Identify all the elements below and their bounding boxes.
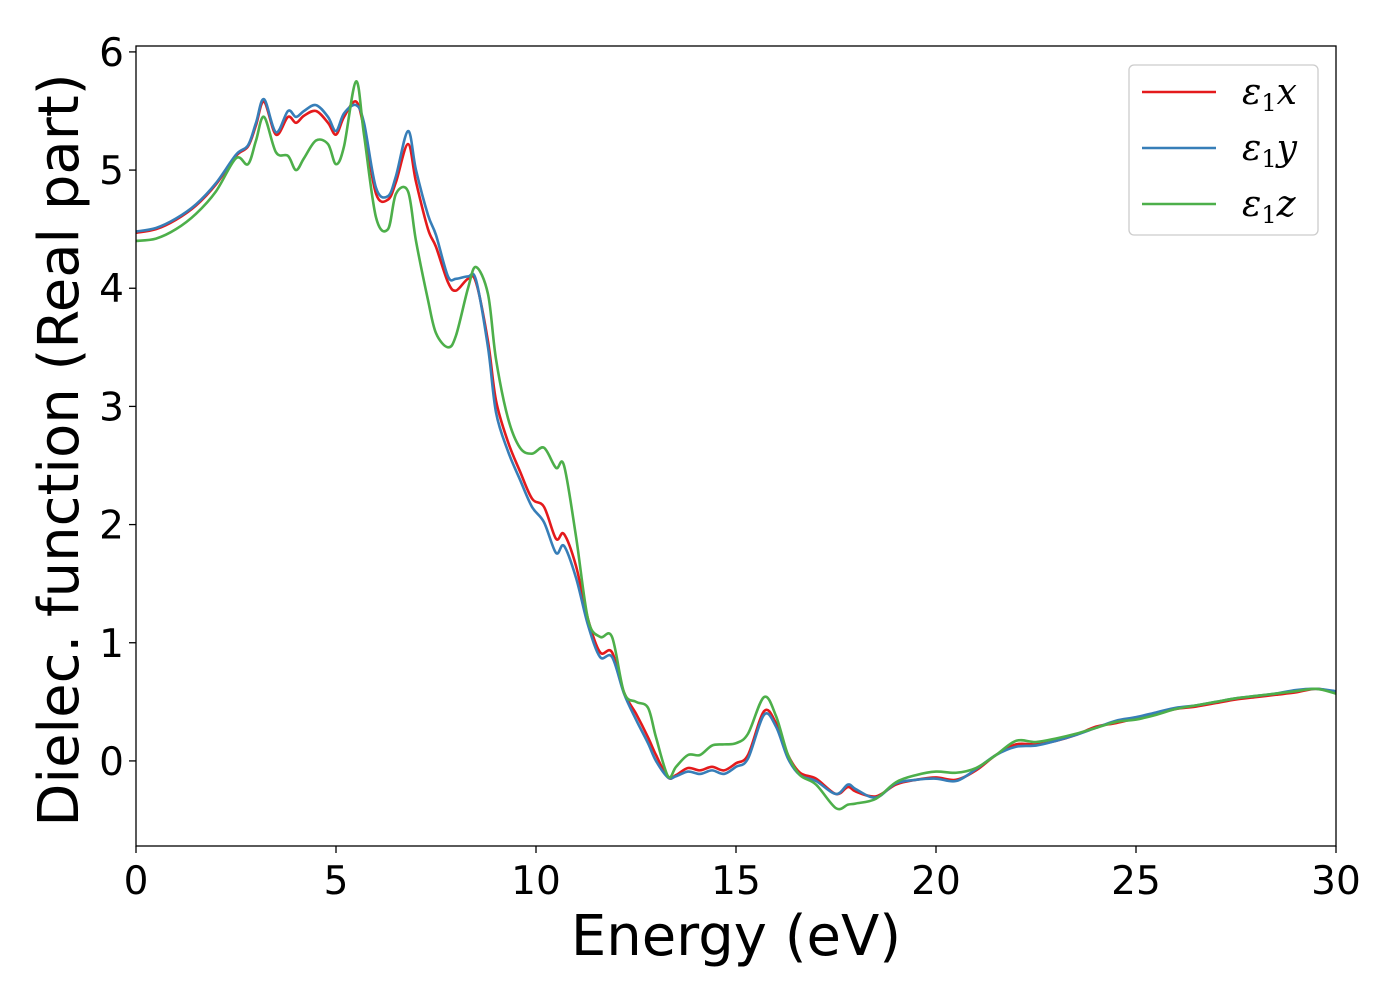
x-axis-title: Energy (eV) xyxy=(571,904,901,969)
legend-label-z: ε1z xyxy=(1242,184,1297,229)
x-tick-label: 30 xyxy=(1311,859,1361,904)
y-tick-label: 5 xyxy=(99,149,124,194)
x-tick-label: 10 xyxy=(511,859,561,904)
y-tick-label: 1 xyxy=(99,622,124,667)
x-tick-label: 20 xyxy=(911,859,961,904)
legend-box xyxy=(1128,64,1319,236)
x-tick-label: 25 xyxy=(1111,859,1161,904)
y-tick-label: 3 xyxy=(99,385,124,430)
x-axis: 0 5 10 15 20 25 30 xyxy=(124,846,1361,904)
x-tick-label: 15 xyxy=(711,859,761,904)
y-tick-label: 0 xyxy=(99,740,124,785)
series-line-z xyxy=(136,80,1336,811)
y-tick-label: 4 xyxy=(99,267,124,312)
y-tick-label: 2 xyxy=(99,504,124,549)
y-axis: 0 1 2 3 4 5 6 xyxy=(99,31,136,785)
legend-label-y: ε1y xyxy=(1242,128,1298,173)
y-axis-title: Dielec. function (Real part) xyxy=(27,73,92,826)
x-tick-label: 5 xyxy=(324,859,349,904)
x-tick-label: 0 xyxy=(124,859,149,904)
legend: ε1x ε1y ε1z xyxy=(1128,64,1319,236)
y-tick-label: 6 xyxy=(99,31,124,76)
legend-label-x: ε1x xyxy=(1242,72,1297,117)
series-layer xyxy=(136,80,1336,811)
series-line-y xyxy=(136,97,1336,799)
